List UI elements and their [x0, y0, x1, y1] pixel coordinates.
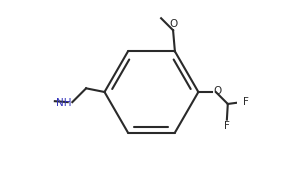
Text: NH: NH	[56, 98, 71, 108]
Text: O: O	[214, 86, 222, 96]
Text: F: F	[224, 121, 230, 131]
Text: O: O	[169, 19, 177, 29]
Text: F: F	[243, 97, 249, 107]
